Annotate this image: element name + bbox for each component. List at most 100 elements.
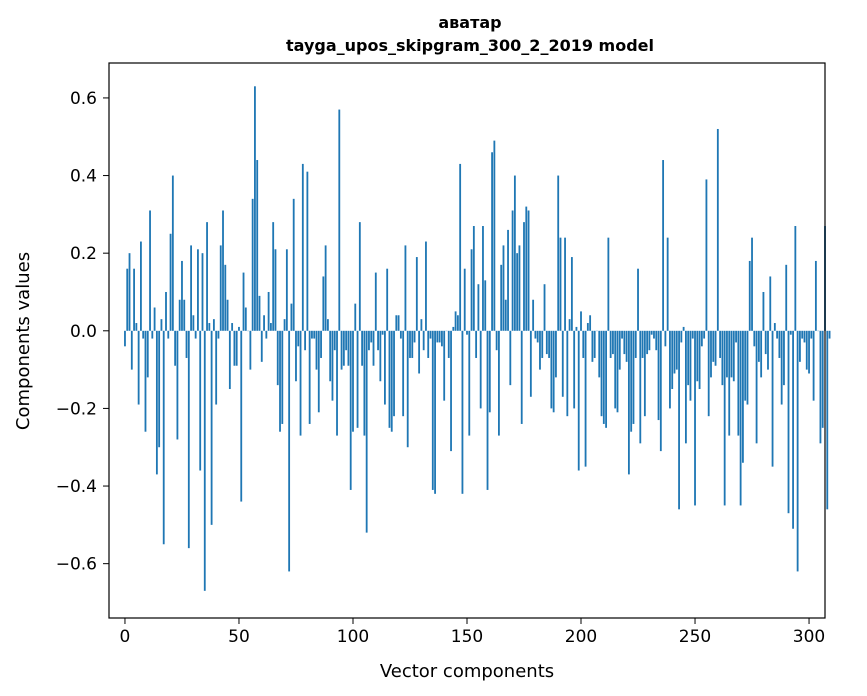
bar-component-42 xyxy=(219,245,222,331)
bar-component-226 xyxy=(639,330,642,444)
bar-component-251 xyxy=(696,330,699,382)
bar-component-25 xyxy=(181,260,183,331)
bar-component-305 xyxy=(819,330,822,444)
y-tick-label-1: −0.4 xyxy=(56,477,97,497)
bar-component-165 xyxy=(500,264,503,331)
bar-component-117 xyxy=(390,330,393,432)
bar-component-199 xyxy=(577,330,580,471)
bar-component-286 xyxy=(776,330,779,339)
bar-component-14 xyxy=(155,330,158,475)
bar-component-40 xyxy=(215,330,218,405)
bar-component-197 xyxy=(573,330,576,409)
bar-component-83 xyxy=(313,330,316,339)
bar-component-97 xyxy=(345,330,348,351)
bar-component-275 xyxy=(751,237,753,331)
bar-component-180 xyxy=(534,330,537,339)
bar-component-267 xyxy=(732,330,735,382)
bar-component-0 xyxy=(124,330,126,347)
bar-component-231 xyxy=(650,330,653,335)
bar-component-96 xyxy=(342,330,345,366)
bar-component-103 xyxy=(358,222,361,331)
bar-component-100 xyxy=(352,330,354,432)
bar-component-170 xyxy=(511,210,514,331)
bar-component-24 xyxy=(178,299,181,331)
bar-component-86 xyxy=(320,330,322,358)
bar-component-297 xyxy=(801,330,804,339)
bar-component-134 xyxy=(429,330,432,339)
bar-component-190 xyxy=(557,175,560,331)
bar-component-106 xyxy=(365,330,368,533)
bar-component-13 xyxy=(153,307,156,331)
bar-component-291 xyxy=(787,330,790,514)
bar-component-178 xyxy=(529,330,532,397)
bar-component-119 xyxy=(395,315,398,331)
bar-component-137 xyxy=(436,330,439,343)
x-tick-label-200: 200 xyxy=(565,627,597,647)
bar-component-240 xyxy=(671,330,674,390)
bar-component-39 xyxy=(212,319,215,331)
bar-component-194 xyxy=(566,330,569,417)
bar-component-16 xyxy=(160,319,163,331)
bar-component-242 xyxy=(675,330,678,370)
bar-component-296 xyxy=(799,330,801,362)
bar-component-266 xyxy=(730,330,733,378)
bar-component-89 xyxy=(326,319,329,331)
bar-component-166 xyxy=(502,245,505,331)
bar-component-206 xyxy=(593,330,596,358)
bar-component-153 xyxy=(472,226,475,331)
bar-component-26 xyxy=(183,299,186,331)
bar-component-29 xyxy=(190,245,192,331)
bar-component-138 xyxy=(438,330,441,343)
x-axis-label: Vector components xyxy=(380,661,554,682)
bar-component-168 xyxy=(507,229,509,331)
bar-component-7 xyxy=(140,241,142,331)
bar-component-50 xyxy=(238,326,240,331)
bar-component-154 xyxy=(475,330,478,358)
y-axis-ticks: −0.6 −0.4 −0.2 0.0 0.2 0.4 0.6 xyxy=(56,89,109,575)
bar-component-17 xyxy=(162,330,165,545)
bar-component-203 xyxy=(586,323,589,331)
bar-component-94 xyxy=(338,109,341,331)
x-tick-label-300: 300 xyxy=(793,627,825,647)
bar-component-198 xyxy=(575,326,578,331)
bar-component-127 xyxy=(413,330,416,343)
bar-component-151 xyxy=(468,330,471,436)
bar-component-200 xyxy=(580,311,582,331)
chart-title-line-1: аватар xyxy=(438,13,501,32)
bar-component-209 xyxy=(600,330,603,417)
bar-component-294 xyxy=(794,226,797,331)
bar-component-32 xyxy=(197,249,199,331)
bar-component-191 xyxy=(559,237,562,331)
bar-component-254 xyxy=(703,330,706,339)
bar-component-259 xyxy=(714,330,717,366)
bar-component-65 xyxy=(272,222,275,331)
bar-component-23 xyxy=(176,330,179,440)
bar-component-112 xyxy=(379,330,382,382)
bar-component-228 xyxy=(643,330,646,417)
bar-component-217 xyxy=(618,330,621,370)
bar-component-8 xyxy=(142,330,145,339)
bar-component-12 xyxy=(151,330,154,339)
bar-component-125 xyxy=(409,330,411,358)
bar-component-288 xyxy=(780,330,783,405)
bar-component-60 xyxy=(260,330,263,362)
bar-component-189 xyxy=(555,330,557,378)
bar-component-47 xyxy=(231,323,234,331)
bar-component-82 xyxy=(311,330,313,339)
bar-component-161 xyxy=(491,152,493,331)
bar-component-62 xyxy=(265,330,268,339)
bar-component-66 xyxy=(274,249,277,331)
bar-component-225 xyxy=(637,268,639,331)
y-tick-label-6: 0.6 xyxy=(70,89,97,109)
bar-component-258 xyxy=(712,330,715,362)
bar-component-109 xyxy=(372,330,375,366)
bar-component-3 xyxy=(130,330,133,370)
bar-component-72 xyxy=(288,330,291,572)
bar-component-116 xyxy=(388,330,391,428)
bar-component-4 xyxy=(133,268,135,331)
bar-component-280 xyxy=(762,291,765,331)
bar-component-162 xyxy=(493,140,496,331)
bar-component-123 xyxy=(404,245,407,331)
bar-component-237 xyxy=(664,330,667,347)
bar-component-49 xyxy=(235,330,238,366)
